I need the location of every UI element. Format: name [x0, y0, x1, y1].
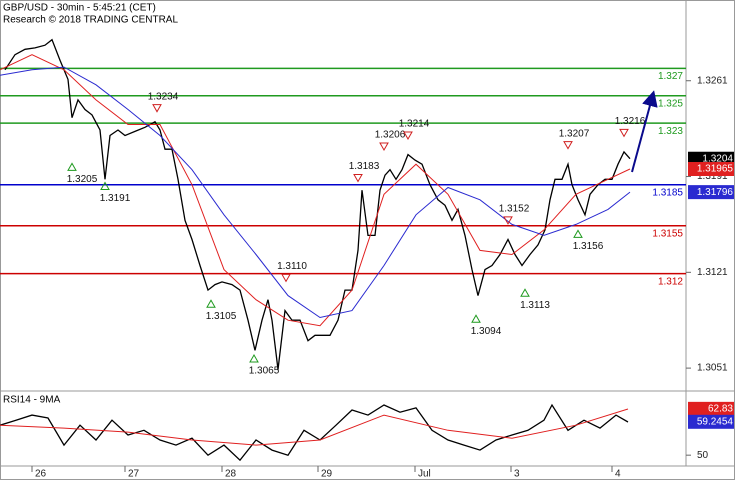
y-tick-label: 1.3051: [697, 363, 728, 374]
high-label: 1.3207: [559, 128, 590, 139]
y-tick-label: 1.3261: [697, 75, 728, 86]
low-label: 1.3191: [100, 193, 131, 204]
y-tick-label: 1.3191: [697, 171, 728, 182]
high-label: 1.3206: [375, 130, 406, 141]
high-marker: [152, 104, 162, 113]
x-tick-label: Jul: [418, 469, 431, 480]
level-label: 1.323: [658, 126, 683, 137]
high-label: 1.3152: [499, 204, 530, 215]
low-label: 1.3065: [249, 366, 280, 377]
level-label: 1.325: [658, 98, 683, 109]
high-label: 1.3183: [349, 161, 380, 172]
level-label: 1.312: [658, 276, 683, 287]
x-tick-label: 4: [615, 469, 621, 480]
low-marker: [471, 314, 481, 323]
forecast-arrow: [631, 90, 658, 173]
x-tick-label: 27: [128, 469, 140, 480]
series-line: [0, 66, 631, 319]
high-marker: [563, 141, 573, 150]
low-label: 1.3094: [471, 326, 502, 337]
last-value-box: [688, 414, 734, 429]
series-line: [0, 408, 629, 446]
low-marker: [67, 162, 77, 171]
level-label: 1.3185: [652, 187, 683, 198]
last-value-label: 1.31796: [697, 187, 734, 198]
last-value-box: [688, 162, 734, 176]
last-value-label: 1.3204: [702, 153, 733, 164]
low-marker: [573, 229, 583, 238]
low-label: 1.3105: [206, 311, 237, 322]
high-marker: [281, 273, 291, 283]
low-marker: [206, 299, 216, 308]
chart-title: GBP/USD - 30min - 5:45:21 (CET): [3, 3, 156, 14]
high-label: 1.3214: [399, 119, 430, 130]
series-line: [0, 54, 631, 327]
last-value-box: [688, 185, 734, 200]
x-tick-label: 29: [321, 469, 333, 480]
level-label: 1.3155: [652, 228, 683, 239]
high-marker: [403, 131, 413, 141]
high-marker: [353, 173, 363, 183]
y-tick-label: 1.3121: [697, 267, 728, 278]
low-marker: [249, 353, 259, 363]
low-label: 1.3156: [573, 241, 604, 252]
last-value-box: [688, 401, 734, 416]
high-label: 1.3216: [615, 116, 646, 127]
series-line: [4, 38, 631, 370]
x-tick-label: 26: [35, 469, 47, 480]
low-marker: [520, 288, 530, 297]
high-label: 1.3110: [277, 261, 307, 272]
high-marker: [379, 142, 389, 152]
y-tick-label: 50: [697, 450, 709, 461]
low-label: 1.3205: [67, 174, 98, 185]
low-label: 1.3113: [520, 300, 550, 311]
rsi-title: RSI14 - 9MA: [3, 395, 61, 406]
high-marker: [503, 216, 513, 225]
high-marker: [619, 128, 629, 138]
last-value-label: 59.2454: [697, 416, 734, 427]
x-tick-label: 3: [514, 469, 520, 480]
last-value-label: 62.83: [708, 403, 733, 414]
level-label: 1.327: [658, 71, 683, 82]
last-value-label: 1.31965: [697, 164, 734, 175]
low-marker: [100, 181, 110, 191]
chart-subtitle: Research © 2018 TRADING CENTRAL: [3, 15, 178, 26]
high-label: 1.3234: [148, 91, 179, 102]
x-tick-label: 28: [225, 469, 237, 480]
